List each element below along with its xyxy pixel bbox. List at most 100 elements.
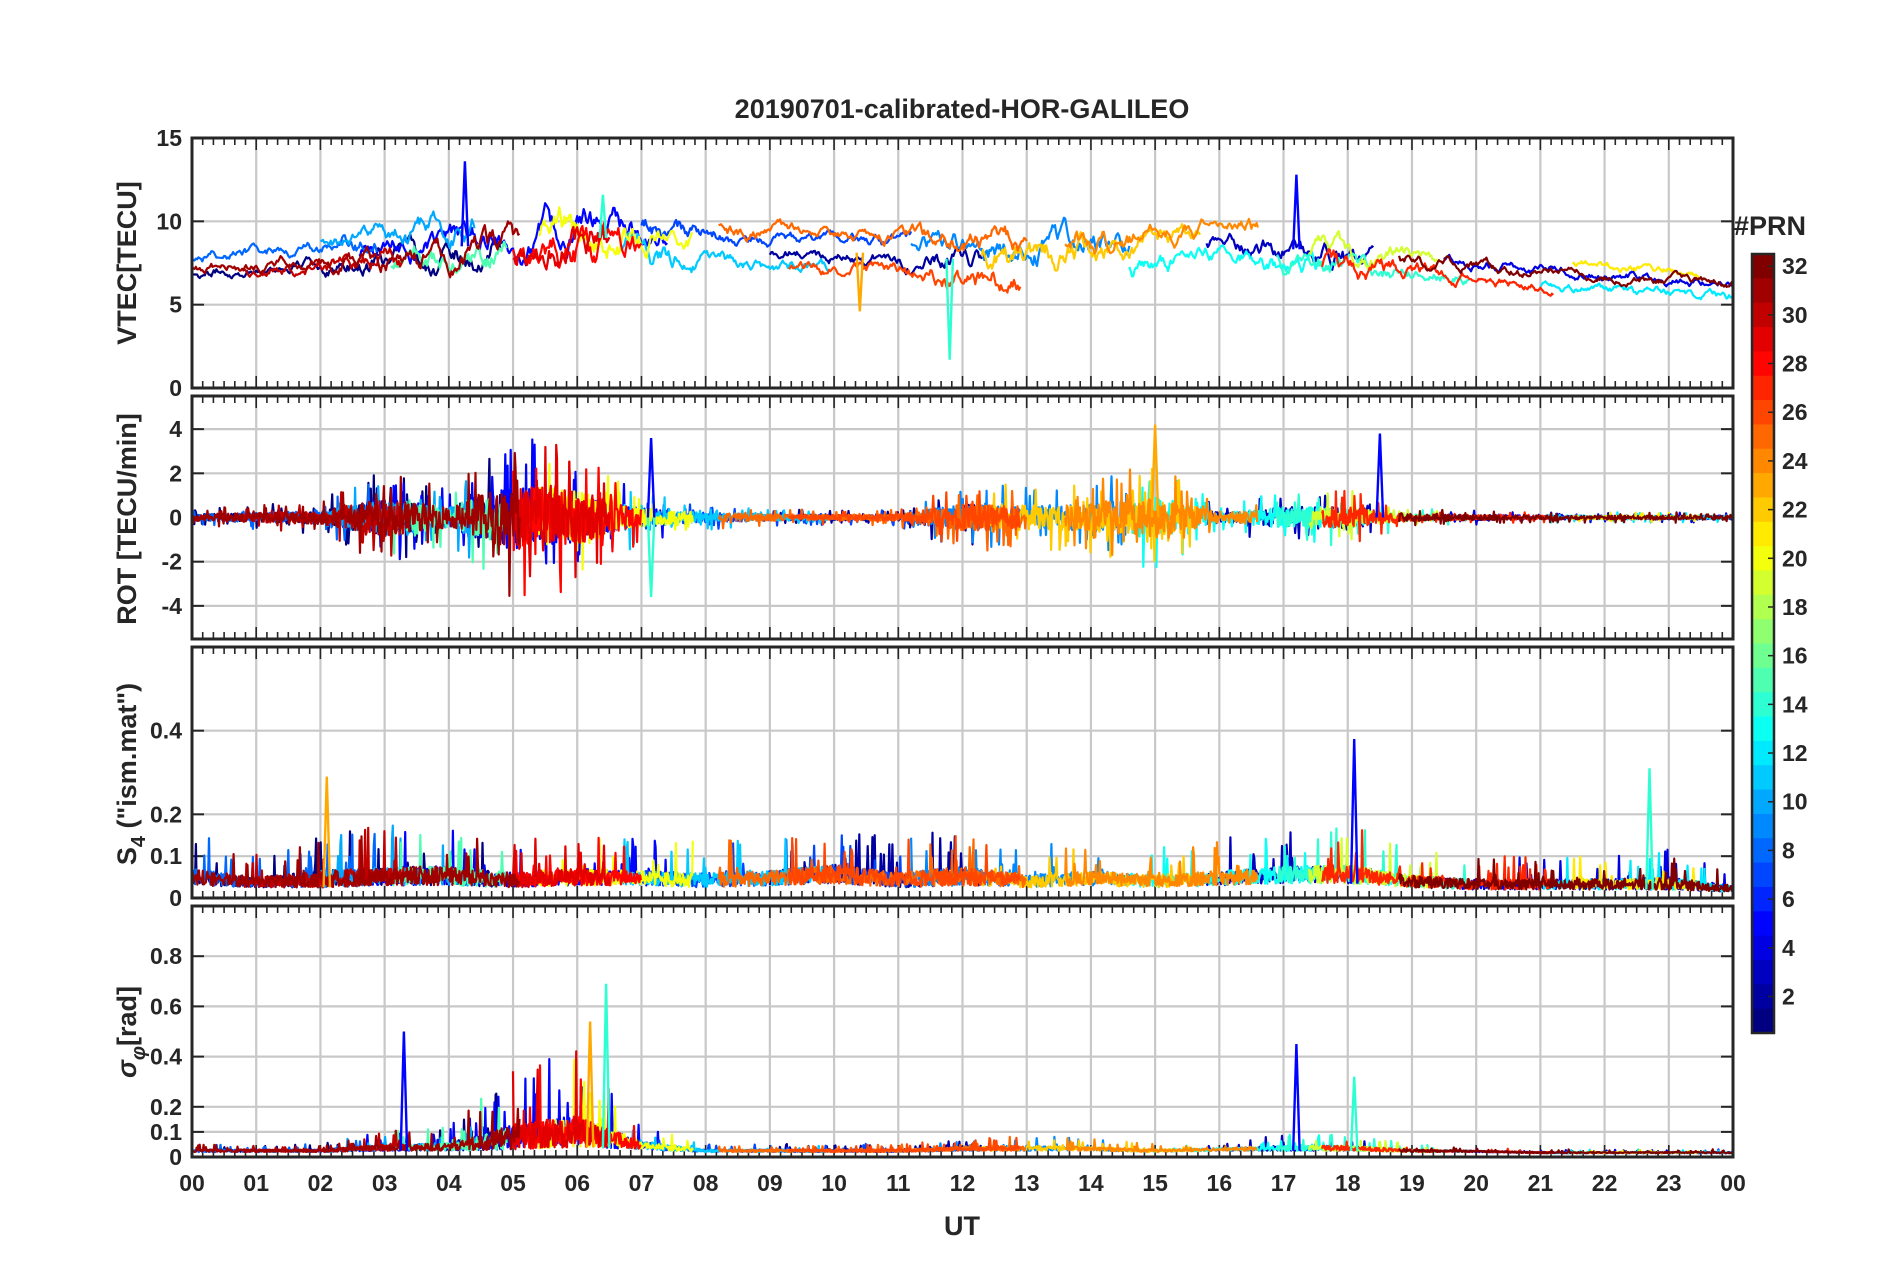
y-tick-label: -2	[162, 549, 182, 575]
x-tick-label: 18	[1335, 1170, 1361, 1196]
series-prn-26	[788, 260, 1022, 294]
vtec-panel: 0 5 10 15	[156, 125, 1735, 401]
colorbar-tick: 4	[1782, 935, 1795, 961]
series-prn-26	[788, 490, 1021, 543]
sigma-ylabel-main: σ	[112, 1059, 142, 1078]
x-tick-label: 01	[243, 1170, 269, 1196]
feature-2	[585, 1021, 595, 1148]
colorbar-tick: 22	[1782, 497, 1808, 523]
colorbar-tick: 8	[1782, 837, 1795, 863]
series-prn-26	[788, 1136, 1021, 1154]
y-tick-label: 2	[169, 460, 182, 486]
y-tick-label: 4	[169, 416, 182, 442]
s4-panel: 0 0.1 0.2 0.4	[150, 645, 1735, 911]
y-tick-label: -4	[162, 593, 183, 619]
s4-ylabel-rest: ("ism.mat")	[112, 683, 142, 836]
series-prn-29	[511, 443, 611, 579]
x-axis-label: UT	[944, 1211, 980, 1241]
feature-4	[598, 194, 608, 239]
colorbar-tick: 14	[1782, 691, 1808, 717]
rot-ylabel: ROT [TECU/min]	[112, 413, 142, 624]
series-prn-24	[1064, 217, 1259, 255]
sigma-ylabel: σφ[rad]	[112, 986, 150, 1078]
feature-3	[1292, 174, 1301, 250]
series-prn-27	[1321, 248, 1554, 297]
colorbar-tick: 2	[1782, 983, 1795, 1009]
series-prn-24	[1064, 841, 1259, 888]
y-tick-label: 5	[169, 292, 182, 318]
y-tick-label: 0.6	[150, 993, 182, 1019]
series-prn-11	[621, 230, 829, 274]
colorbar-tick: 16	[1782, 643, 1808, 669]
x-tick-label: 14	[1078, 1170, 1104, 1196]
x-tick-label: 00	[179, 1170, 205, 1196]
colorbar-tick: 30	[1782, 302, 1808, 328]
series-prn-29	[512, 225, 611, 271]
series-prn-32	[1398, 1146, 1733, 1155]
feature-1	[646, 517, 656, 598]
series-prn-24	[1064, 468, 1259, 557]
y-tick-label: 0.4	[150, 718, 182, 744]
x-tick-label: 06	[564, 1170, 590, 1196]
x-tick-label: 09	[757, 1170, 783, 1196]
series-prn-26	[788, 834, 1021, 888]
x-tick-label: 04	[436, 1170, 462, 1196]
rot-panel: -4 -2 0 2 4	[162, 394, 1735, 641]
y-tick-label: 0	[169, 885, 182, 911]
y-tick-label: 0.2	[150, 1094, 182, 1120]
colorbar-tick: 6	[1782, 886, 1795, 912]
vtec-ylabel: VTEC[TECU]	[112, 181, 142, 345]
series-prn-30	[242, 247, 404, 278]
s4-ylabel-sub: 4	[128, 835, 150, 847]
series-prn-7	[640, 218, 913, 248]
colorbar-tick: 20	[1782, 545, 1808, 571]
s4-ylabel-main: S	[112, 847, 142, 865]
axes-frame	[190, 136, 1735, 390]
colorbar-tick: 10	[1782, 789, 1808, 815]
axes-frame	[190, 645, 1735, 900]
y-tick-label: 0.1	[150, 843, 182, 869]
series-prn-32	[1398, 254, 1733, 288]
feature-0	[1349, 738, 1359, 884]
series-prn-29	[511, 837, 611, 889]
y-tick-label: 0	[169, 1144, 182, 1170]
y-tick-label: 0	[169, 505, 182, 531]
feature-0	[399, 1031, 409, 1151]
series-prn-31	[192, 451, 521, 598]
y-tick-label: 0.8	[150, 943, 182, 969]
colorbar-label: #PRN	[1734, 211, 1806, 241]
series-prn-31	[192, 1107, 521, 1154]
x-tick-label: 21	[1528, 1170, 1554, 1196]
chart-title: 20190701-calibrated-HOR-GALILEO	[735, 94, 1190, 124]
x-tick-label: 10	[821, 1170, 847, 1196]
x-tick-label: 08	[693, 1170, 719, 1196]
series-prn-32	[1398, 508, 1733, 527]
series-prn-14	[1276, 252, 1471, 286]
x-tick-label: 15	[1142, 1170, 1168, 1196]
y-tick-label: 0.2	[150, 801, 182, 827]
series-prn-24	[1064, 1136, 1258, 1154]
axes-frame	[190, 904, 1735, 1159]
y-tick-label: 0.1	[150, 1119, 182, 1145]
feature-1	[1645, 768, 1654, 890]
colorbar-tick: 24	[1782, 448, 1808, 474]
feature-0	[646, 437, 656, 518]
colorbar-tick: 26	[1782, 399, 1808, 425]
x-tick-label: 20	[1463, 1170, 1489, 1196]
feature-0	[460, 161, 470, 247]
series-prn-10	[320, 210, 476, 250]
series-prn-12	[1539, 280, 1733, 301]
colorbar-tick: 32	[1782, 253, 1808, 279]
y-tick-label: 10	[156, 208, 182, 234]
x-tick-label: 22	[1592, 1170, 1618, 1196]
x-tick-label: 19	[1399, 1170, 1425, 1196]
colorbar-tick: 18	[1782, 594, 1808, 620]
sigma-phi-panel: 00.10.2 0.4 0.6 0.8 00 01 02 03 04 05 06 07 08 09 10 11…	[150, 904, 1746, 1196]
x-tick-label: 16	[1207, 1170, 1233, 1196]
x-tick-label: 03	[372, 1170, 398, 1196]
colorbar-tick: 28	[1782, 351, 1808, 377]
x-tick-label: 00	[1720, 1170, 1746, 1196]
y-tick-label: 0.4	[150, 1044, 182, 1070]
